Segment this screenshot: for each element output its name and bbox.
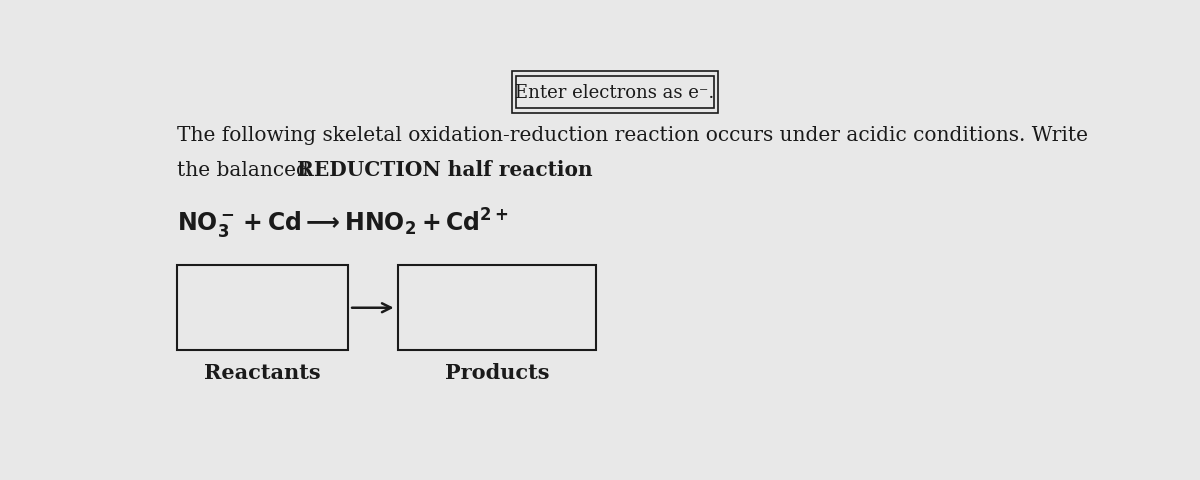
Text: Products: Products bbox=[444, 362, 550, 382]
Text: the balanced: the balanced bbox=[178, 160, 316, 179]
Text: $\mathbf{NO_3^- + Cd \longrightarrow HNO_2 + Cd^{2+}}$: $\mathbf{NO_3^- + Cd \longrightarrow HNO… bbox=[178, 206, 509, 240]
FancyBboxPatch shape bbox=[511, 72, 719, 114]
Text: The following skeletal oxidation-reduction reaction occurs under acidic conditio: The following skeletal oxidation-reducti… bbox=[178, 126, 1088, 144]
FancyBboxPatch shape bbox=[178, 266, 348, 350]
FancyBboxPatch shape bbox=[516, 77, 714, 109]
Text: Reactants: Reactants bbox=[204, 362, 320, 382]
Text: REDUCTION half reaction: REDUCTION half reaction bbox=[298, 160, 593, 180]
FancyBboxPatch shape bbox=[398, 266, 595, 350]
Text: Enter electrons as e⁻.: Enter electrons as e⁻. bbox=[515, 84, 715, 102]
Text: .: . bbox=[570, 160, 576, 179]
